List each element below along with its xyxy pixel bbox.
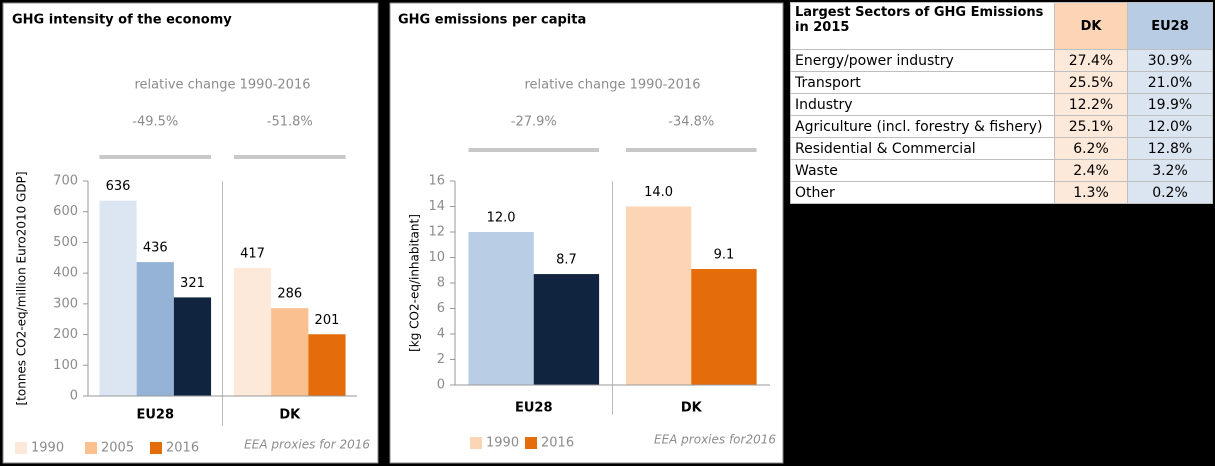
data-label: 14.0	[644, 185, 673, 200]
y-tick-label: 12	[428, 225, 445, 240]
table-cell: 12.0%	[1127, 115, 1213, 138]
group-annotation: -49.5%	[132, 115, 178, 130]
data-label: 321	[180, 276, 205, 291]
table-row: Transport 25.5% 21.0%	[790, 71, 1213, 94]
table-cell: 3.2%	[1127, 159, 1213, 182]
chart-title: GHG intensity of the economy	[12, 13, 232, 28]
sector-table: Largest Sectors of GHG Emissions in 2015…	[790, 2, 1213, 204]
y-tick-label: 8	[437, 276, 445, 291]
y-tick-label: 300	[53, 296, 78, 311]
table-row: Waste 2.4% 3.2%	[790, 159, 1213, 182]
note: EEA proxies for2016	[654, 433, 776, 447]
table-cell: 1.3%	[1054, 181, 1128, 204]
x-tick-label: EU28	[136, 408, 174, 423]
bar	[233, 267, 272, 396]
data-label: 436	[143, 241, 168, 256]
legend-swatch	[525, 437, 537, 449]
y-tick-label: 6	[437, 301, 445, 316]
y-axis-label: [kg CO2-eq/inhabitant]	[408, 214, 422, 352]
y-tick-label: 700	[53, 174, 78, 189]
legend-label: 2016	[541, 436, 574, 451]
y-tick-label: 0	[70, 389, 78, 404]
table-cell: 6.2%	[1054, 137, 1128, 160]
y-tick-label: 4	[437, 327, 445, 342]
data-label: 286	[277, 287, 302, 302]
legend-label: 2016	[166, 441, 199, 456]
y-tick-label: 16	[428, 174, 445, 189]
table-cell: 12.2%	[1054, 93, 1128, 116]
table-cell: Waste	[790, 159, 1055, 182]
data-label: 8.7	[556, 253, 577, 268]
group-annotation: -27.9%	[511, 115, 557, 130]
table-row: Agriculture (incl. forestry & fishery) 25…	[790, 115, 1213, 138]
table-cell: 21.0%	[1127, 71, 1213, 94]
table-cell: 2.4%	[1054, 159, 1128, 182]
table-cell: 0.2%	[1127, 181, 1213, 204]
y-tick-label: 10	[428, 250, 445, 265]
table-cell: Other	[790, 181, 1055, 204]
header-cell: EU28	[1127, 2, 1213, 50]
legend-swatch	[470, 437, 482, 449]
table-cell: Agriculture (incl. forestry & fishery)	[790, 115, 1055, 138]
bar	[173, 297, 212, 396]
table-cell: 19.9%	[1127, 93, 1213, 116]
x-tick-label: DK	[681, 401, 703, 416]
bar	[308, 334, 346, 396]
table-row: Industry 12.2% 19.9%	[790, 93, 1213, 116]
y-tick-label: 2	[437, 352, 445, 367]
y-tick-label: 500	[53, 235, 78, 250]
table-cell: Industry	[790, 93, 1055, 116]
annotation-title: relative change 1990-2016	[134, 78, 310, 93]
legend-label: 1990	[486, 436, 519, 451]
data-label: 201	[315, 313, 340, 328]
bar	[468, 232, 534, 385]
y-tick-label: 600	[53, 204, 78, 219]
bar	[691, 268, 757, 385]
group-annotation: -51.8%	[267, 115, 313, 130]
table-cell: Energy/power industry	[790, 49, 1055, 72]
legend-swatch	[150, 442, 162, 454]
header-row: Largest Sectors of GHG Emissions in 2015…	[790, 2, 1213, 50]
y-tick-label: 200	[53, 327, 78, 342]
table-cell: 12.8%	[1127, 137, 1213, 160]
y-tick-label: 400	[53, 266, 78, 281]
data-label: 12.0	[487, 211, 516, 226]
table-cell: 30.9%	[1127, 49, 1213, 72]
bar	[99, 200, 137, 396]
y-axis-label: [tonnes CO2-eq/million Euro2010 GDP]	[15, 171, 29, 405]
table-cell: Transport	[790, 71, 1055, 94]
table-cell: Residential & Commercial	[790, 137, 1055, 160]
legend-swatch	[85, 442, 97, 454]
legend-swatch	[15, 442, 27, 454]
table-row: Residential & Commercial 6.2% 12.8%	[790, 137, 1213, 160]
note: EEA proxies for 2016	[244, 438, 370, 452]
x-tick-label: DK	[279, 408, 301, 423]
bar	[625, 206, 692, 385]
header-cell: Largest Sectors of GHG Emissions in 2015	[790, 2, 1055, 50]
y-tick-label: 100	[53, 358, 78, 373]
table-row: Other 1.3% 0.2%	[790, 181, 1213, 204]
x-tick-label: EU28	[515, 401, 553, 416]
table-cell: 27.4%	[1054, 49, 1128, 72]
header-cell: DK	[1054, 2, 1128, 50]
chart-title: GHG emissions per capita	[398, 13, 586, 28]
table-cell: 25.5%	[1054, 71, 1128, 94]
legend-label: 1990	[31, 441, 64, 456]
bar	[136, 262, 174, 396]
group-annotation: -34.8%	[668, 115, 714, 130]
table-row: Energy/power industry 27.4% 30.9%	[790, 49, 1213, 72]
data-label: 9.1	[714, 247, 735, 262]
annotation-title: relative change 1990-2016	[524, 78, 700, 93]
y-tick-label: 14	[428, 199, 445, 214]
table-cell: 25.1%	[1054, 115, 1128, 138]
data-label: 636	[106, 179, 131, 194]
panel	[389, 2, 784, 464]
y-tick-label: 0	[437, 378, 445, 393]
legend-label: 2005	[101, 441, 134, 456]
bar	[533, 274, 600, 385]
bar	[271, 308, 309, 396]
data-label: 417	[240, 246, 265, 261]
